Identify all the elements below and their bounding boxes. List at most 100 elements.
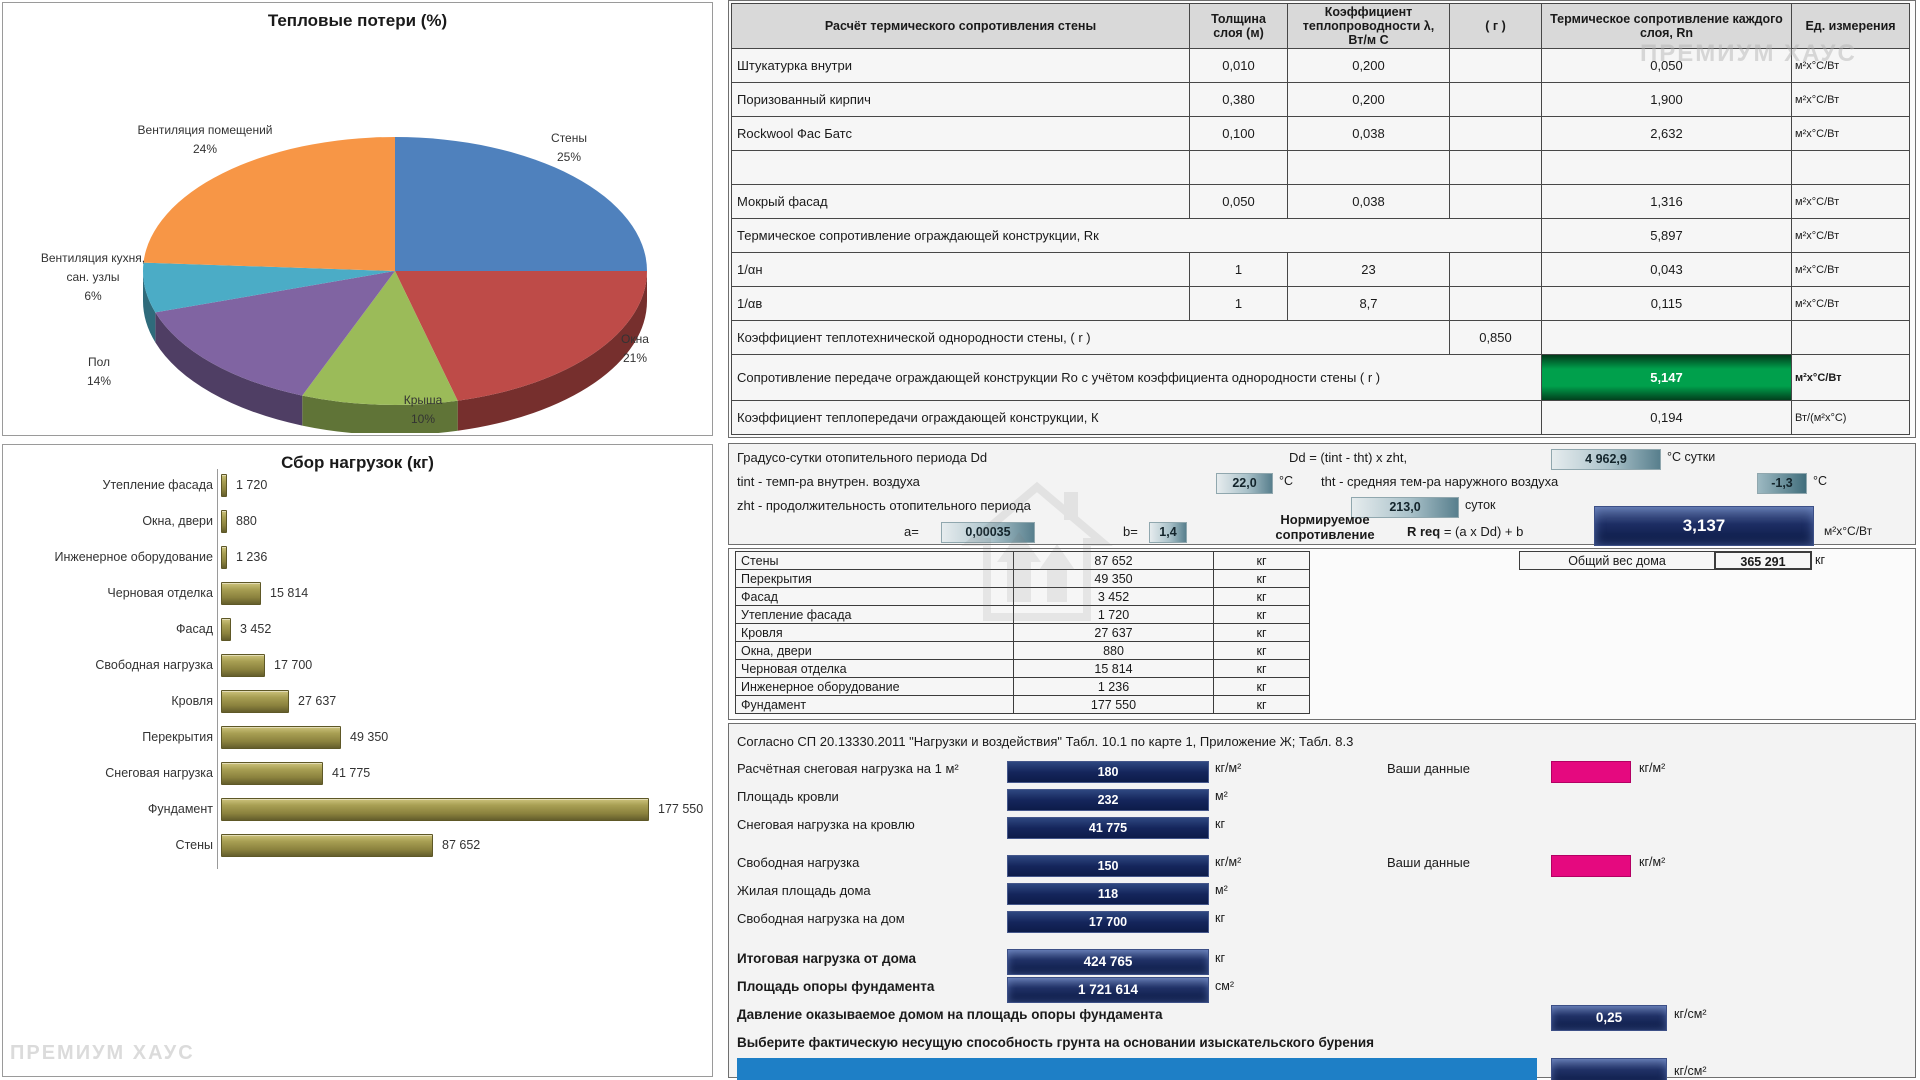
res-cell: 1: [1189, 252, 1288, 287]
zht-label: zht - продолжительность отопительного пе…: [737, 498, 1031, 513]
bar-value-label: 27 637: [298, 694, 337, 708]
pie-label-0: Стены 25%: [551, 131, 587, 165]
res-cell: Штукатурка внутри: [731, 48, 1190, 83]
bar-8: [221, 761, 323, 785]
zht-unit: суток: [1465, 498, 1496, 512]
res-cell: 0,050: [1189, 184, 1288, 219]
res-row-1: Поризованный кирпич 0,380 0,200 1,900 м²х°С/…: [731, 82, 1910, 117]
snip-reference-note: Согласно СП 20.13330.2011 "Нагрузки и во…: [737, 734, 1354, 749]
bar-value-label: 1 720: [236, 478, 268, 492]
bar-row-3: Черновая отделка 15 814: [9, 575, 706, 611]
b-input-cell[interactable]: 1,4: [1149, 522, 1187, 543]
res-cell: 0,050: [1541, 48, 1792, 83]
res-header-3: ( г ): [1449, 3, 1542, 49]
weight-cell: 1 236: [1013, 677, 1214, 696]
weight-cell: Инженерное оборудование: [735, 677, 1014, 696]
res-row-6: 1/αн 1 23 0,043 м²х°С/Вт: [731, 252, 1910, 287]
res-cell: [1449, 48, 1542, 83]
tht-input-cell[interactable]: -1,3: [1757, 473, 1807, 494]
weight-row-5: Окна, двери 880 кг: [735, 641, 1310, 660]
total-weight-unit: кг: [1815, 553, 1826, 567]
res-row-7: 1/αв 1 8,7 0,115 м²х°С/Вт: [731, 286, 1910, 321]
live-load-row-0: Свободная нагрузка 150 кг/м² Ваши данные кг/…: [729, 852, 1915, 880]
bar-row-1: Окна, двери 880: [9, 503, 706, 539]
your-data-input-cell[interactable]: [1551, 855, 1631, 877]
res-cell: м²х°С/Вт: [1791, 82, 1910, 117]
bar-category-label: Стены: [175, 838, 213, 852]
bar-category-label: Кровля: [171, 694, 213, 708]
weight-cell: Окна, двери: [735, 641, 1014, 660]
soil-capacity-value-cell[interactable]: [1551, 1058, 1667, 1080]
load-unit: м²: [1215, 883, 1228, 897]
load-label: Снеговая нагрузка на кровлю: [737, 817, 915, 832]
weight-cell: 177 550: [1013, 695, 1214, 714]
res-cell: м²х°С/Вт: [1791, 218, 1910, 253]
bar-value-label: 15 814: [270, 586, 309, 600]
b-label: b=: [1123, 524, 1138, 539]
pie-slice-1: [395, 271, 647, 401]
a-input-cell[interactable]: 0,00035: [941, 522, 1035, 543]
your-data-label: Ваши данные: [1387, 855, 1470, 870]
weight-cell: кг: [1213, 551, 1310, 570]
load-unit: см²: [1215, 979, 1235, 993]
load-label: Свободная нагрузка на дом: [737, 911, 905, 926]
bar-2: [221, 545, 227, 569]
res-cell: [1449, 184, 1542, 219]
bar-5: [221, 653, 265, 677]
bar-category-label: Черновая отделка: [107, 586, 213, 600]
loads-calculation-section: Согласно СП 20.13330.2011 "Нагрузки и во…: [728, 723, 1916, 1080]
res-cell: 5,147: [1541, 354, 1792, 401]
bar-value-label: 49 350: [350, 730, 389, 744]
degree-days-section: Градусо-сутки отопительного периода Dd D…: [728, 443, 1916, 546]
tht-label: tht - средняя тем-ра наружного воздуха: [1321, 474, 1559, 489]
res-row-5: Термическое сопротивление ограждающей ко…: [731, 218, 1910, 253]
res-cell: 1,316: [1541, 184, 1792, 219]
res-cell: [1449, 82, 1542, 117]
dd-formula: Dd = (tint - tht) x zht,: [1289, 450, 1408, 465]
load-label: Итоговая нагрузка от дома: [737, 951, 916, 966]
res-cell: 8,7: [1287, 286, 1450, 321]
res-cell: 0,115: [1541, 286, 1792, 321]
res-cell: 1/αв: [731, 286, 1190, 321]
soil-row: кг/см²: [729, 1056, 1915, 1080]
res-row-9: Сопротивление передаче ограждающей конст…: [731, 354, 1910, 401]
res-cell: 0,380: [1189, 82, 1288, 117]
res-cell: 23: [1287, 252, 1450, 287]
bar-6: [221, 689, 289, 713]
res-cell: [1287, 150, 1450, 185]
pie-slice-3: [155, 271, 395, 396]
a-label: a=: [904, 524, 919, 539]
heat-loss-pie-chart: [143, 137, 647, 435]
normative-resistance-label: Нормируемое сопротивление: [1275, 512, 1375, 542]
weight-cell: кг: [1213, 569, 1310, 588]
bar-value-label: 3 452: [240, 622, 272, 636]
your-data-input-cell[interactable]: [1551, 761, 1631, 783]
bar-category-label: Окна, двери: [142, 514, 213, 528]
weight-cell: Перекрытия: [735, 569, 1014, 588]
tint-unit: °С: [1279, 474, 1294, 488]
soil-label-row: Выберите фактическую несущую способность…: [729, 1032, 1915, 1056]
weight-cell: 49 350: [1013, 569, 1214, 588]
load-label: Расчётная снеговая нагрузка на 1 м²: [737, 761, 959, 776]
res-cell: 1/αн: [731, 252, 1190, 287]
res-cell: 1: [1189, 286, 1288, 321]
load-value-cell: 41 775: [1007, 817, 1209, 839]
bar-row-0: Утепление фасада 1 720: [9, 467, 706, 503]
house-weights-section: Стены 87 652 кг Перекрытия 49 350 кг Фасад 3 45…: [728, 548, 1916, 720]
res-cell: [1189, 150, 1288, 185]
pie-slice-side-2: [302, 395, 458, 435]
load-unit: кг/м²: [1215, 761, 1242, 775]
zht-input-cell[interactable]: 213,0: [1351, 497, 1459, 518]
pie-label-4: Вентиляция кухня, сан. узлы 6%: [40, 251, 146, 304]
weight-row-3: Утепление фасада 1 720 кг: [735, 605, 1310, 624]
res-cell: Коэффициент теплопередачи ограждающей ко…: [731, 400, 1542, 435]
res-cell: Мокрый фасад: [731, 184, 1190, 219]
thermal-resistance-table: Расчёт термического сопротивления стены Т…: [731, 3, 1910, 435]
total-load-row-0: Итоговая нагрузка от дома 424 765 кг: [729, 948, 1915, 976]
soil-capacity-selector-bar[interactable]: [737, 1058, 1537, 1080]
weight-cell: кг: [1213, 677, 1310, 696]
load-total-cell: 1 721 614: [1007, 977, 1209, 1003]
bar-10: [221, 833, 433, 857]
tint-input-cell[interactable]: 22,0: [1216, 473, 1273, 494]
pie-slice-2: [302, 271, 458, 405]
